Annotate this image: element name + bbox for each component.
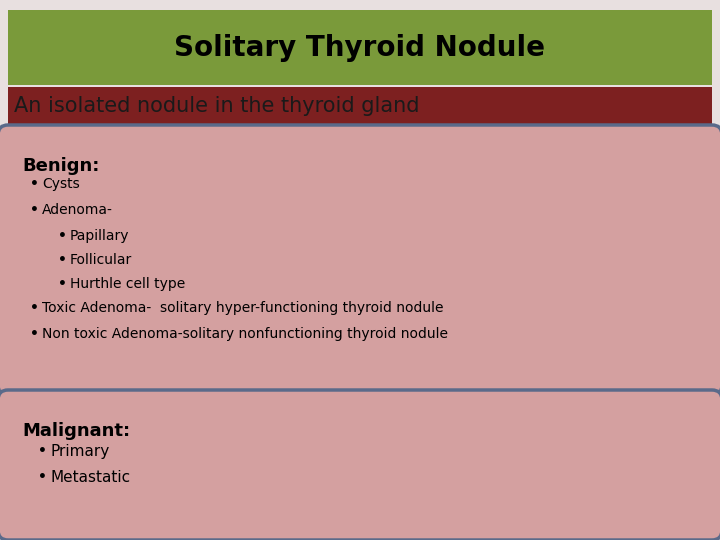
Text: Solitary Thyroid Nodule: Solitary Thyroid Nodule — [174, 33, 546, 62]
Text: •: • — [30, 327, 39, 341]
FancyBboxPatch shape — [0, 125, 720, 395]
Text: Benign:: Benign: — [22, 157, 99, 175]
Text: •: • — [38, 470, 47, 484]
FancyBboxPatch shape — [8, 10, 712, 85]
Text: •: • — [30, 177, 39, 191]
Text: •: • — [30, 203, 39, 217]
Text: •: • — [58, 253, 67, 267]
Text: Papillary: Papillary — [70, 229, 130, 243]
Text: Follicular: Follicular — [70, 253, 132, 267]
Text: Non toxic Adenoma-solitary nonfunctioning thyroid nodule: Non toxic Adenoma-solitary nonfunctionin… — [42, 327, 448, 341]
Text: •: • — [30, 301, 39, 315]
Text: •: • — [58, 229, 67, 243]
Text: Malignant:: Malignant: — [22, 422, 130, 440]
Text: An isolated nodule in the thyroid gland: An isolated nodule in the thyroid gland — [14, 96, 420, 116]
Text: Adenoma-: Adenoma- — [42, 203, 113, 217]
Text: •: • — [58, 277, 67, 291]
Text: •: • — [38, 444, 47, 458]
Text: Cysts: Cysts — [42, 177, 80, 191]
Text: Primary: Primary — [50, 444, 109, 459]
Text: Toxic Adenoma-  solitary hyper-functioning thyroid nodule: Toxic Adenoma- solitary hyper-functionin… — [42, 301, 444, 315]
Text: Hurthle cell type: Hurthle cell type — [70, 277, 185, 291]
Text: Metastatic: Metastatic — [50, 470, 130, 485]
FancyBboxPatch shape — [0, 390, 720, 540]
FancyBboxPatch shape — [8, 87, 712, 125]
